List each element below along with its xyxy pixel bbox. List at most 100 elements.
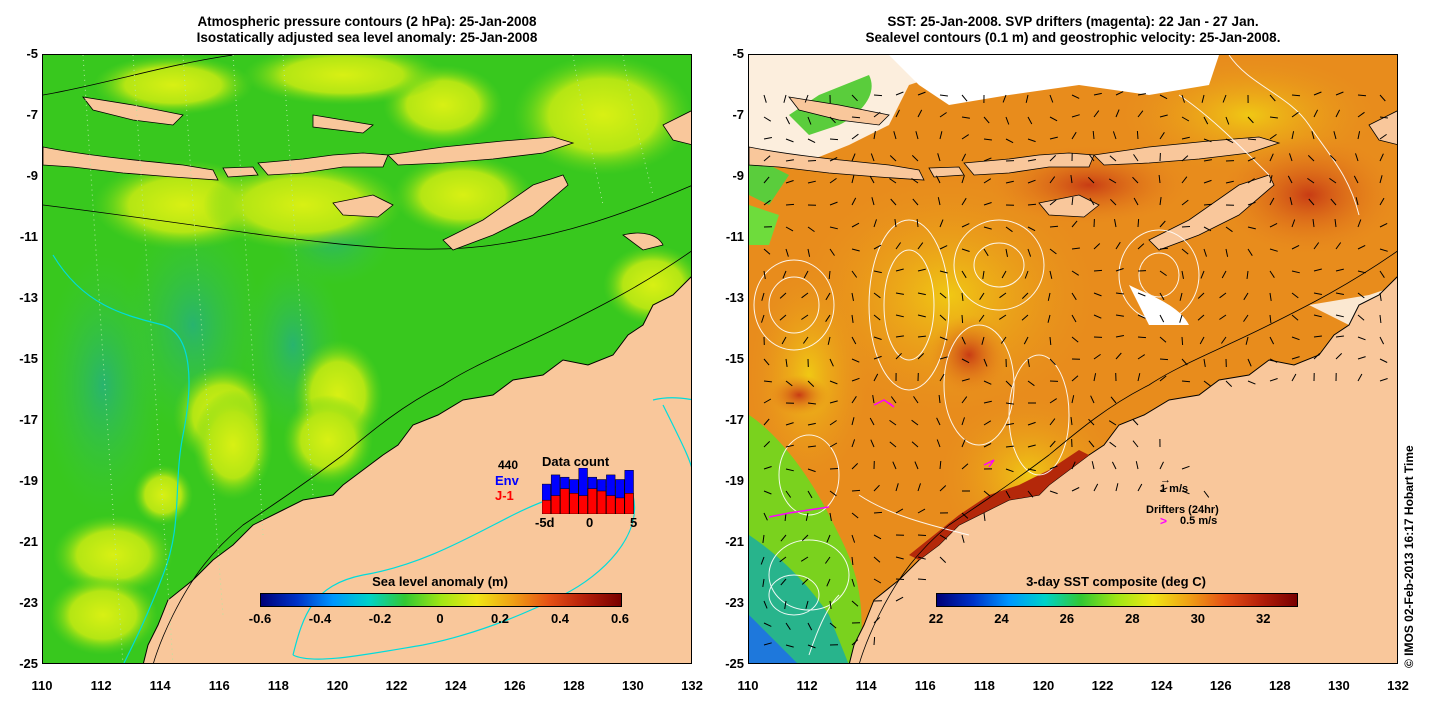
velocity-arrow <box>1115 91 1124 96</box>
velocity-arrow <box>829 358 834 367</box>
velocity-arrow <box>807 422 816 426</box>
colorbar-tick-label: 28 <box>1125 611 1140 626</box>
velocity-arrow <box>1137 373 1141 382</box>
velocity-arrow <box>1312 219 1315 228</box>
velocity-arrow <box>939 460 942 470</box>
velocity-arrow <box>937 153 941 162</box>
velocity-arrow <box>1159 270 1167 277</box>
velocity-arrow <box>983 380 992 385</box>
velocity-arrow <box>873 556 881 563</box>
velocity-arrow <box>763 137 772 140</box>
velocity-arrow <box>917 508 926 514</box>
colorbar-tick-label: 26 <box>1059 611 1075 626</box>
y-tick-label: -5 <box>732 46 744 61</box>
velocity-arrow <box>1379 175 1383 184</box>
velocity-arrow <box>1181 380 1191 383</box>
y-tick-label: -11 <box>725 229 744 244</box>
x-tick-label: 118 <box>973 678 995 693</box>
velocity-arrow <box>1357 356 1366 360</box>
j1-bar <box>587 488 597 514</box>
velocity-arrow <box>1247 248 1253 256</box>
velocity-arrow <box>829 468 839 470</box>
velocity-arrow <box>939 270 948 274</box>
velocity-arrow <box>1027 444 1036 448</box>
velocity-arrow <box>779 314 787 321</box>
velocity-arrow <box>961 116 970 119</box>
colorbar-tick-label: 30 <box>1190 611 1206 626</box>
velocity-arrow <box>1379 116 1388 119</box>
velocity-arrow <box>827 336 831 345</box>
velocity-arrow <box>807 180 816 184</box>
velocity-arrow <box>1093 483 1099 492</box>
velocity-arrow <box>1269 248 1278 252</box>
velocity-arrow <box>851 534 856 543</box>
velocity-arrow <box>939 314 947 321</box>
velocity-arrow <box>895 109 900 118</box>
velocity-arrow <box>1181 248 1189 255</box>
velocity-arrow <box>961 417 965 426</box>
velocity-arrow <box>785 490 792 498</box>
velocity-arrow <box>917 483 921 492</box>
velocity-arrow <box>917 292 926 296</box>
env-bar <box>542 483 551 514</box>
velocity-arrow <box>1159 461 1164 470</box>
velocity-arrow <box>1203 159 1212 162</box>
velocity-arrow <box>1023 336 1029 345</box>
velocity-arrow <box>982 270 985 279</box>
y-tick-label: -19 <box>725 473 744 488</box>
velocity-arrow <box>1222 94 1227 103</box>
velocity-arrow <box>1093 92 1102 96</box>
velocity-arrow <box>890 396 897 404</box>
velocity-arrow <box>851 600 859 607</box>
velocity-arrow <box>914 461 919 470</box>
drifters-scale-label: 0.5 m/s <box>1180 515 1218 527</box>
velocity-arrow <box>1269 292 1272 301</box>
velocity-arrow <box>978 314 985 322</box>
velocity-arrow <box>895 352 902 360</box>
velocity-arrow <box>1379 270 1385 278</box>
velocity-arrow <box>1379 248 1388 252</box>
velocity-arrow <box>1005 380 1013 387</box>
velocity-arrow <box>829 116 836 124</box>
velocity-arrow <box>807 116 812 125</box>
velocity-arrow <box>1379 314 1382 324</box>
velocity-arrow <box>829 600 832 609</box>
velocity-arrow <box>829 400 838 404</box>
velocity-arrow <box>917 335 926 338</box>
velocity-arrow <box>961 463 969 470</box>
velocity-arrow <box>1181 199 1189 206</box>
velocity-arrow <box>1357 94 1367 97</box>
x-tick-label: 124 <box>444 678 467 693</box>
y-tick-label: -11 <box>19 229 38 244</box>
velocity-arrow <box>851 153 856 162</box>
velocity-arrow <box>1132 418 1139 426</box>
colorbar-tick-label: 0.6 <box>610 611 630 626</box>
velocity-arrow <box>1071 114 1080 118</box>
velocity-arrow <box>936 417 941 426</box>
velocity-arrow <box>1047 292 1051 301</box>
velocity-arrow <box>1088 440 1095 448</box>
velocity-arrow <box>937 197 941 206</box>
velocity-arrow <box>1159 247 1169 250</box>
velocity-arrow <box>1005 226 1013 233</box>
velocity-arrow <box>1024 270 1029 279</box>
velocity-arrow <box>1201 94 1205 103</box>
velocity-arrow <box>1071 247 1080 250</box>
velocity-arrow <box>851 175 855 184</box>
velocity-arrow <box>1021 314 1029 321</box>
velocity-arrow <box>851 116 861 119</box>
velocity-arrow <box>851 94 858 102</box>
velocity-arrow <box>1291 219 1296 228</box>
velocity-arrow <box>961 358 970 364</box>
velocity-arrow <box>851 248 860 252</box>
velocity-arrow <box>1379 197 1385 206</box>
velocity-arrow <box>1005 468 1014 473</box>
velocity-arrow <box>936 175 941 184</box>
velocity-arrow <box>1071 395 1075 404</box>
velocity-arrow <box>1027 421 1036 426</box>
velocity-arrow <box>961 292 964 301</box>
velocity-arrow <box>763 398 772 404</box>
x-tick-label: 114 <box>149 678 171 693</box>
velocity-arrow <box>782 270 787 279</box>
velocity-arrow <box>1335 268 1344 272</box>
